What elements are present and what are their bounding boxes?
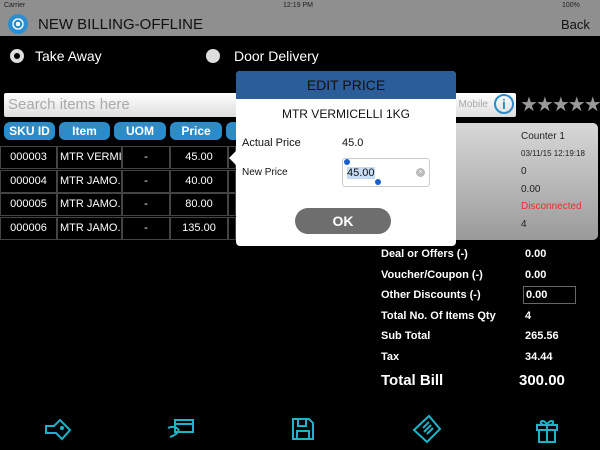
table-cell-price[interactable]: 80.00 [170,193,228,216]
door-delivery-radio[interactable] [206,49,220,63]
totals-label: Other Discounts (-) [381,289,481,302]
new-price-input[interactable]: 45.00 × [342,158,430,187]
new-price-value: 45.00 [347,167,375,179]
total-bill-value: 300.00 [519,372,565,389]
table-cell-uom[interactable]: - [122,193,170,216]
table-cell-price[interactable]: 135.00 [170,216,228,240]
info-value: 4 [521,218,527,230]
selection-handle-start[interactable] [344,159,350,165]
door-delivery-label[interactable]: Door Delivery [234,48,319,64]
table-cell-extra[interactable] [228,216,236,240]
time: 12:19 PM [283,2,313,9]
page-title: NEW BILLING-OFFLINE [38,16,204,33]
info-value: Disconnected [521,201,582,212]
search-placeholder: Search items here [8,96,130,113]
take-away-label[interactable]: Take Away [35,48,102,64]
totals-value: 4 [525,309,532,322]
table-cell-item[interactable]: MTR JAMO... [57,169,122,193]
totals-value: 0.00 [525,268,547,281]
table-cell-sku[interactable]: 000003 [0,146,57,169]
table-cell-price[interactable]: 45.00 [170,146,228,169]
info-value: 0.00 [521,183,541,195]
totals-value: 0.00 [525,248,547,260]
column-item[interactable]: Item [59,122,110,140]
totals-value: 34.44 [525,351,553,363]
new-price-label: New Price [242,167,288,178]
battery: 100% [562,2,580,9]
take-away-radio[interactable] [10,49,24,63]
rating-stars[interactable]: ★★★★★ [520,94,600,116]
table-cell-uom[interactable]: - [122,216,170,240]
table-cell-item[interactable]: MTR JAMO... [57,216,122,240]
header: NEW BILLING-OFFLINE Back [0,12,600,36]
dialog-item-name: MTR VERMICELLI 1KG [281,107,411,121]
coupon-icon[interactable] [412,414,442,444]
info-value: 0 [521,166,527,177]
card-payment-icon[interactable] [166,414,196,444]
back-button[interactable]: Back [561,17,590,32]
table-cell-sku[interactable]: 000005 [0,193,57,216]
selection-handle-end[interactable] [375,179,381,185]
totals-label: Voucher/Coupon (-) [381,268,483,281]
status-bar: Carrier 12:19 PM 100% [0,0,600,12]
table-cell-uom[interactable]: - [122,169,170,193]
totals-label: Sub Total [381,330,431,343]
table-cell-uom[interactable]: - [122,146,170,169]
ok-button[interactable]: OK [295,208,391,234]
info-icon[interactable]: i [494,94,514,114]
clear-icon[interactable]: × [416,168,425,177]
totals-label: Deal or Offers (-) [381,248,468,260]
edit-price-dialog: EDIT PRICE MTR VERMICELLI 1KG Actual Pri… [236,71,456,246]
total-bill-label: Total Bill [381,372,444,389]
column-uom[interactable]: UOM [114,122,166,140]
info-value: 03/11/15 12:19:18 [521,148,585,158]
save-icon[interactable] [288,414,318,444]
cash-payment-icon[interactable] [43,414,73,444]
dialog-title: EDIT PRICE [236,71,456,99]
table-cell-price[interactable]: 40.00 [170,169,228,193]
totals-label: Tax [381,351,400,363]
table-cell-item[interactable]: MTR JAMO... [57,193,122,216]
info-value: Counter 1 [521,131,565,142]
table-cell-item[interactable]: MTR VERMI... [57,146,122,169]
totals-value: 265.56 [525,330,559,343]
table-cell-extra[interactable] [228,169,236,193]
column-price[interactable]: Price [170,122,222,140]
table-cell-sku[interactable]: 000006 [0,216,57,240]
table-cell-extra[interactable] [228,193,236,216]
other-discounts-input[interactable]: 0.00 [523,286,576,305]
gift-icon[interactable] [532,414,562,444]
dialog-pointer [229,151,236,165]
totals-label: Total No. Of Items Qty [381,309,496,322]
column-sku-id[interactable]: SKU ID [4,122,55,140]
app-logo [8,14,28,34]
actual-price-value: 45.0 [342,137,364,149]
carrier: Carrier [4,2,26,9]
actual-price-label: Actual Price [242,137,301,149]
table-cell-sku[interactable]: 000004 [0,169,57,193]
